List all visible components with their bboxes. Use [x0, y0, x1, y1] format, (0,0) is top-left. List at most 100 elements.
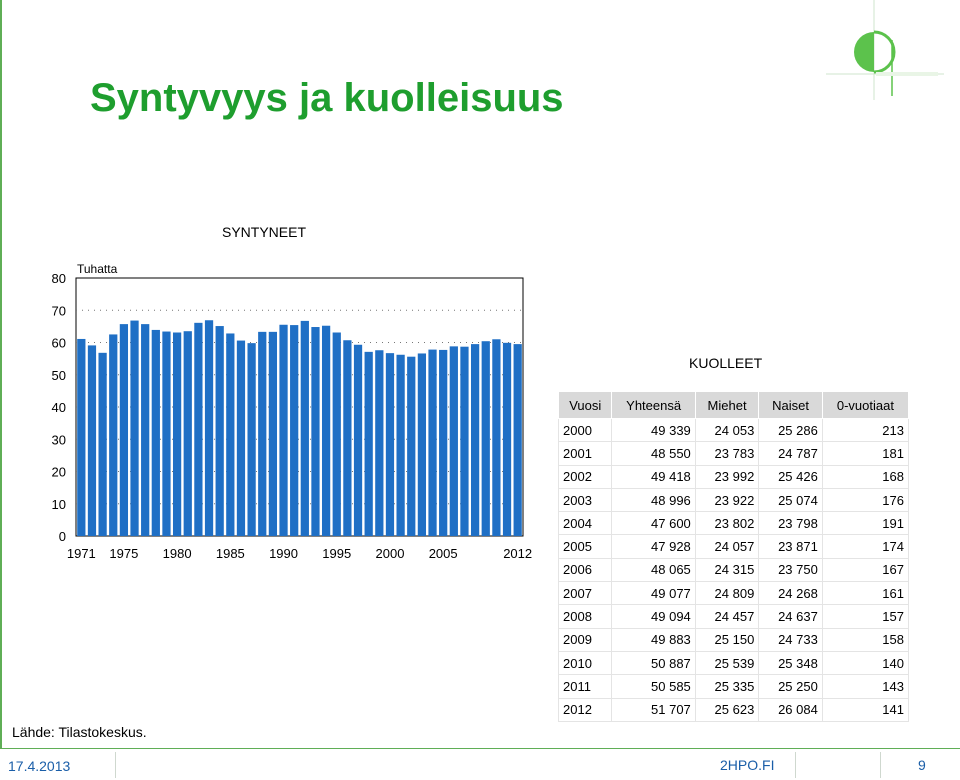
table-cell-value: 161: [821, 581, 910, 606]
bar-1975: [119, 324, 129, 536]
bar-1977: [141, 324, 150, 536]
bar-1976: [130, 320, 139, 536]
table-row: 2006 48 065 24 315 23 750 167: [557, 557, 910, 583]
bar-1996: [343, 340, 352, 536]
x-tick-label: 2012: [503, 546, 532, 561]
x-tick-label: 1995: [322, 546, 351, 561]
table-cell-value: 49 077: [611, 581, 696, 606]
bar-1994: [321, 325, 331, 536]
table-cell-value: 176: [821, 487, 910, 513]
table-row: 2008 49 094 24 457 24 637 157: [557, 604, 910, 629]
footer-site: 2HPO.FI: [720, 757, 775, 773]
col-header-infants: 0-vuotiaat: [821, 391, 910, 419]
table-cell-value: 51 707: [611, 697, 696, 722]
bar-2004: [428, 349, 437, 536]
bar-1987: [247, 343, 256, 536]
table-cell-year: 2004: [557, 511, 613, 536]
table-cell-value: 25 623: [694, 697, 760, 722]
bar-2009: [481, 341, 490, 536]
bar-1999: [375, 350, 384, 536]
table-cell-value: 25 335: [694, 674, 760, 699]
table-cell-year: 2005: [557, 534, 613, 559]
bar-2012: [513, 344, 522, 536]
table-cell-value: 24 457: [694, 604, 760, 629]
table-cell-value: 23 750: [758, 557, 823, 583]
bar-1984: [215, 326, 224, 536]
table-cell-value: 25 250: [758, 674, 823, 699]
bar-1974: [109, 334, 118, 536]
footer-divider: [0, 748, 960, 749]
table-cell-year: 2003: [557, 487, 613, 513]
table-cell-year: 2007: [557, 581, 613, 606]
table-cell-value: 25 150: [694, 627, 760, 652]
y-axis-unit-label: Tuhatta: [77, 262, 118, 276]
y-tick-label: 70: [52, 303, 66, 318]
x-tick-label: 1980: [163, 546, 192, 561]
bar-1992: [300, 320, 309, 536]
table-cell-value: 49 339: [611, 417, 696, 443]
bar-1988: [258, 331, 267, 536]
deaths-table: Vuosi Yhteensä Miehet Naiset 0-vuotiaat …: [557, 391, 910, 722]
table-cell-value: 47 600: [611, 511, 696, 536]
bar-1986: [236, 340, 246, 536]
table-cell-value: 25 286: [758, 417, 823, 443]
col-header-total: Yhteensä: [611, 391, 696, 419]
table-row: 2007 49 077 24 809 24 268 161: [557, 581, 910, 606]
deaths-table-title: KUOLLEET: [689, 355, 763, 371]
table-cell-value: 140: [821, 650, 910, 676]
table-cell-value: 50 585: [611, 674, 696, 699]
bar-2006: [449, 346, 458, 536]
y-tick-label: 10: [52, 497, 66, 512]
table-cell-value: 143: [821, 674, 910, 699]
table-cell-year: 2001: [557, 441, 613, 466]
table-cell-value: 168: [821, 464, 910, 489]
table-cell-value: 25 539: [694, 650, 760, 676]
table-cell-year: 2000: [557, 417, 613, 443]
table-row: 2012 51 707 25 623 26 084 141: [557, 697, 910, 722]
table-cell-value: 23 798: [758, 511, 823, 536]
table-cell-value: 174: [821, 534, 910, 559]
table-cell-value: 191: [821, 511, 910, 536]
table-cell-value: 24 733: [758, 627, 823, 652]
table-cell-value: 24 787: [758, 441, 823, 466]
table-cell-year: 2002: [557, 464, 613, 489]
births-chart-svg: 0 10 20 30 40 50 60 70 80 1971 1975 1980 1985 1990 199…: [52, 262, 533, 561]
x-tick-label: 1975: [109, 546, 138, 561]
table-row: 2000 49 339 24 053 25 286 213: [557, 417, 910, 443]
bar-1980: [172, 332, 182, 536]
x-tick-label: 2005: [429, 546, 458, 561]
y-tick-label: 80: [52, 271, 66, 286]
table-cell-value: 181: [821, 441, 910, 466]
col-header-men: Miehet: [694, 391, 760, 419]
bar-1985: [226, 333, 235, 536]
table-cell-value: 24 268: [758, 581, 823, 606]
table-cell-value: 25 426: [758, 464, 823, 489]
2hpo-logo-icon: [826, 0, 960, 110]
left-accent-rule: [0, 0, 2, 748]
table-cell-year: 2011: [557, 674, 613, 699]
y-tick-label: 50: [52, 368, 66, 383]
footer-separator: [115, 752, 116, 778]
bar-2000: [385, 353, 395, 536]
table-cell-value: 23 871: [758, 534, 823, 559]
table-cell-value: 24 809: [694, 581, 760, 606]
births-chart: 0 10 20 30 40 50 60 70 80 1971 1975 1980 1985 1990 199…: [40, 258, 540, 568]
table-cell-value: 24 053: [694, 417, 760, 443]
bar-1983: [204, 320, 214, 536]
table-cell-value: 23 922: [694, 487, 760, 513]
table-cell-value: 26 084: [758, 697, 823, 722]
table-cell-year: 2008: [557, 604, 613, 629]
table-cell-value: 167: [821, 557, 910, 583]
table-row: 2003 48 996 23 922 25 074 176: [557, 487, 910, 513]
births-chart-title: SYNTYNEET: [222, 224, 307, 240]
table-cell-value: 23 992: [694, 464, 760, 489]
bar-1971: [77, 338, 86, 536]
footer-separator: [880, 752, 881, 778]
x-tick-label: 1990: [269, 546, 298, 561]
table-cell-year: 2012: [557, 697, 613, 722]
table-cell-value: 48 065: [611, 557, 696, 583]
bar-2007: [460, 346, 469, 536]
bar-1979: [162, 331, 171, 536]
bar-1989: [268, 331, 278, 536]
bar-2001: [396, 354, 405, 536]
